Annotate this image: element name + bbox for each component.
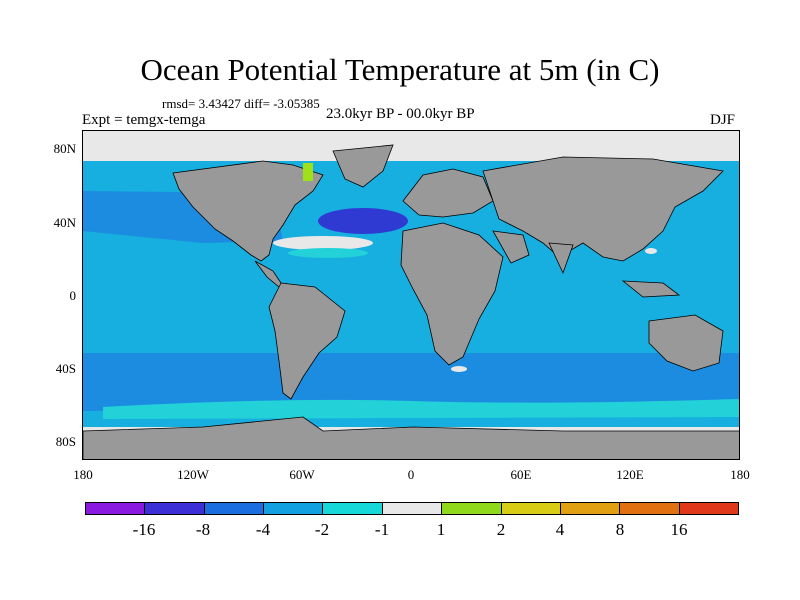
x-tick-120w: 120W xyxy=(177,467,209,482)
y-tick-40n: 40N xyxy=(53,215,76,230)
colorbar-label-neg8: -8 xyxy=(195,520,211,539)
colorbar xyxy=(85,502,739,515)
colorbar-label-neg1: -1 xyxy=(374,520,390,539)
colorbar-label-4: 4 xyxy=(555,520,565,539)
arctic-ice xyxy=(83,131,739,161)
x-tick-180-left: 180 xyxy=(73,467,93,482)
colorbar-label-neg2: -2 xyxy=(314,520,330,539)
colorbar-box xyxy=(86,503,146,514)
x-tick-120e: 120E xyxy=(616,467,644,482)
colorbar-box xyxy=(145,503,205,514)
colorbar-label-2: 2 xyxy=(496,520,506,539)
south-america xyxy=(268,282,346,400)
y-tick-80s: 80S xyxy=(55,434,76,449)
colorbar-box xyxy=(204,503,265,514)
stats-line: rmsd= 3.43427 diff= -3.05385 xyxy=(162,96,320,111)
x-tick-180-right: 180 xyxy=(730,467,750,482)
colorbar-box xyxy=(560,503,621,514)
africa xyxy=(400,222,504,366)
colorbar-box xyxy=(323,503,383,514)
southeast-asia-islands xyxy=(621,280,681,298)
landmasses xyxy=(83,144,739,459)
colorbar-box xyxy=(501,503,561,514)
y-tick-0: 0 xyxy=(69,288,77,303)
colorbar-box xyxy=(442,503,502,514)
colorbar-label-8: 8 xyxy=(615,520,625,539)
greenland xyxy=(332,144,394,188)
colorbar-box xyxy=(620,503,680,514)
y-tick-80n: 80N xyxy=(53,141,76,156)
y-tick-40s: 40S xyxy=(55,361,76,376)
x-tick-0: 0 xyxy=(407,467,415,482)
north-atlantic-deep-anomaly xyxy=(318,208,408,234)
agulhas-warm-patch xyxy=(451,366,467,372)
gulf-stream-white xyxy=(273,236,373,250)
colorbar-box xyxy=(382,503,443,514)
gulf-stream-cyan xyxy=(288,248,368,258)
map-frame xyxy=(82,130,740,460)
colorbar-box xyxy=(264,503,324,514)
chart-title: Ocean Potential Temperature at 5m (in C) xyxy=(140,52,660,87)
world-map xyxy=(83,131,739,459)
kuroshio-warm-patch xyxy=(645,248,657,254)
antarctica xyxy=(83,416,739,459)
x-tick-60e: 60E xyxy=(510,467,532,482)
colorbar-label-neg4: -4 xyxy=(255,520,271,539)
australia xyxy=(648,314,724,372)
southern-cyan-streak xyxy=(103,399,739,419)
experiment-label: Expt = temgx-temga xyxy=(82,112,206,128)
season-label: DJF xyxy=(710,112,736,128)
colorbar-label-neg16: -16 xyxy=(132,520,156,539)
asia xyxy=(482,156,724,262)
colorbar-label-16: 16 xyxy=(670,520,688,539)
x-tick-60w: 60W xyxy=(289,467,315,482)
arabia xyxy=(492,230,530,264)
period-label: 23.0kyr BP - 00.0kyr BP xyxy=(326,106,475,122)
labrador-warm-patch xyxy=(303,163,313,181)
colorbar-box xyxy=(679,503,738,514)
colorbar-label-1: 1 xyxy=(436,520,446,539)
india xyxy=(548,242,574,275)
